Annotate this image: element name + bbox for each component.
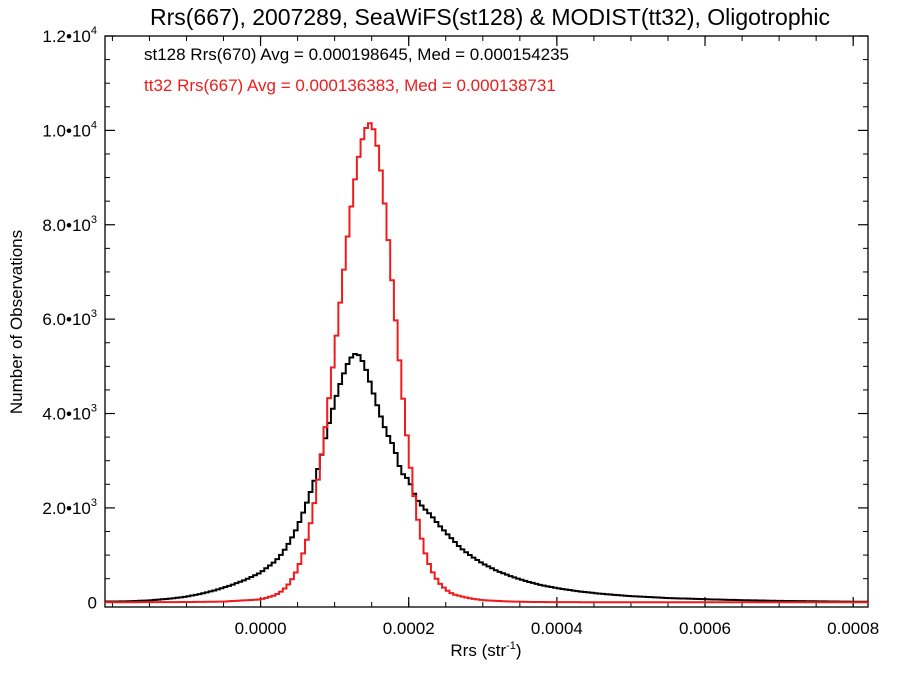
x-axis-label-end: ) bbox=[516, 641, 522, 660]
y-tick-label-mantissa: 4.0•10 bbox=[42, 405, 91, 424]
y-tick-label-mantissa: 6.0•10 bbox=[42, 310, 91, 329]
x-axis-label: Rrs (str-1) bbox=[450, 640, 521, 660]
series-line-tt32 bbox=[105, 122, 868, 604]
chart-title: Rrs(667), 2007289, SeaWiFS(st128) & MODI… bbox=[150, 4, 830, 30]
y-tick-label-exponent: 3 bbox=[91, 403, 97, 415]
y-tick-label: 2.0•103 bbox=[42, 497, 97, 518]
y-tick-label: 1.2•104 bbox=[42, 25, 97, 46]
y-axis: 02.0•1034.0•1036.0•1038.0•1031.0•1041.2•… bbox=[42, 25, 868, 612]
y-tick-label: 8.0•103 bbox=[42, 214, 97, 235]
y-tick-label: 4.0•103 bbox=[42, 403, 97, 424]
x-axis-label-superscript: -1 bbox=[506, 640, 516, 652]
y-tick-label-mantissa: 0 bbox=[88, 593, 97, 612]
legend-entry-st128: st128 Rrs(670) Avg = 0.000198645, Med = … bbox=[144, 45, 569, 64]
y-tick-label-mantissa: 1.0•10 bbox=[42, 121, 91, 140]
x-tick-label: 0.0004 bbox=[531, 619, 583, 638]
series-layer bbox=[105, 122, 868, 604]
x-tick-label: 0.0002 bbox=[383, 619, 435, 638]
y-tick-label-exponent: 4 bbox=[91, 25, 97, 37]
plot-frame bbox=[104, 35, 869, 608]
y-tick-label-exponent: 4 bbox=[91, 119, 97, 131]
x-tick-label: 0.0000 bbox=[235, 619, 287, 638]
y-tick-label: 0 bbox=[88, 593, 97, 612]
y-tick-label-exponent: 3 bbox=[91, 308, 97, 320]
y-tick-label: 6.0•103 bbox=[42, 308, 97, 329]
x-tick-label: 0.0008 bbox=[827, 619, 879, 638]
y-tick-label-mantissa: 2.0•10 bbox=[42, 499, 91, 518]
x-axis-label-text: Rrs (str bbox=[450, 641, 506, 660]
series-line-st128 bbox=[105, 352, 868, 603]
x-tick-label: 0.0006 bbox=[679, 619, 731, 638]
y-axis-label: Number of Observations bbox=[7, 230, 26, 414]
y-tick-label-exponent: 3 bbox=[91, 214, 97, 226]
plot-area bbox=[104, 35, 869, 608]
y-tick-label-exponent: 3 bbox=[91, 497, 97, 509]
x-axis: 0.0000 0.0002 0.0004 0.0006 0.0008 bbox=[111, 36, 879, 638]
y-tick-label-mantissa: 1.2•10 bbox=[42, 27, 91, 46]
legend-entry-tt32: tt32 Rrs(667) Avg = 0.000136383, Med = 0… bbox=[144, 76, 556, 95]
y-tick-label-mantissa: 8.0•10 bbox=[42, 216, 91, 235]
legend: st128 Rrs(670) Avg = 0.000198645, Med = … bbox=[144, 45, 569, 95]
y-tick-label: 1.0•104 bbox=[42, 119, 97, 140]
